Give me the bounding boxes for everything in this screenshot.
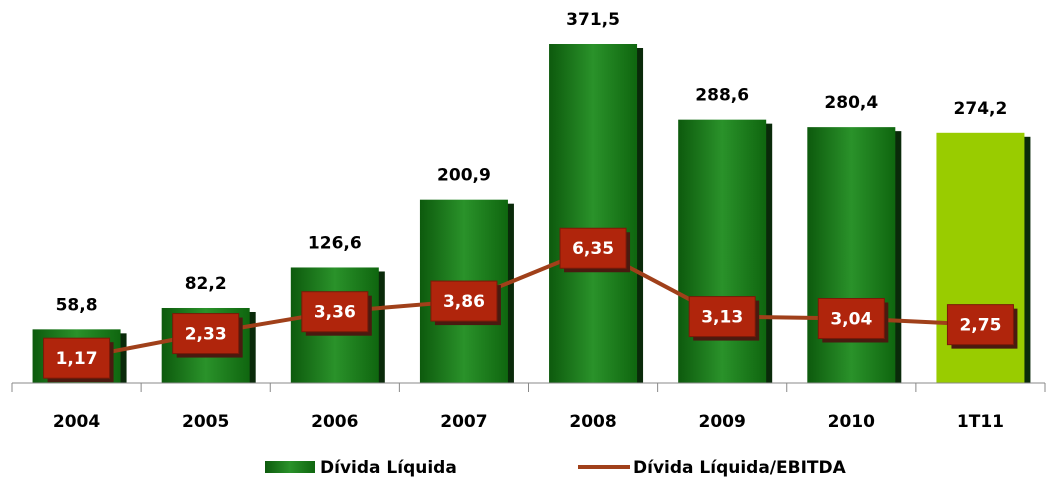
- x-tick-label: 2010: [828, 412, 875, 432]
- marker: [430, 280, 498, 322]
- bar: [807, 127, 896, 383]
- marker: [43, 337, 111, 379]
- bar-value-label: 371,5: [566, 10, 620, 30]
- line-value-label: 3,04: [830, 309, 872, 329]
- x-tick-label: 2004: [53, 412, 100, 432]
- marker: [301, 291, 369, 333]
- marker: [688, 296, 756, 338]
- marker: [817, 297, 885, 339]
- x-tick-label: 2009: [699, 412, 746, 432]
- bar-value-label: 58,8: [56, 295, 98, 315]
- bar-value-label: 126,6: [308, 233, 362, 253]
- bar-value-label: 200,9: [437, 166, 491, 186]
- bar-value-label: 274,2: [954, 99, 1008, 119]
- legend-label: Dívida Líquida: [320, 458, 457, 478]
- marker: [559, 227, 627, 269]
- bar-value-label: 82,2: [185, 274, 227, 294]
- legend-label: Dívida Líquida/EBITDA: [633, 458, 847, 478]
- x-tick-label: 2007: [440, 412, 487, 432]
- marker: [946, 304, 1014, 346]
- marker: [172, 313, 240, 355]
- line-value-label: 3,36: [314, 303, 356, 323]
- line-value-label: 2,75: [959, 316, 1001, 336]
- bar-value-label: 280,4: [824, 93, 878, 113]
- line-value-label: 1,17: [56, 349, 98, 369]
- bar: [549, 44, 638, 383]
- line-value-label: 2,33: [185, 325, 227, 345]
- x-tick-label: 2006: [311, 412, 358, 432]
- line-value-label: 3,86: [443, 292, 485, 312]
- line-value-label: 6,35: [572, 239, 614, 259]
- x-tick-label: 1T11: [957, 412, 1004, 432]
- line-value-label: 3,13: [701, 308, 743, 328]
- bar-value-label: 288,6: [695, 86, 749, 106]
- x-tick-label: 2008: [569, 412, 616, 432]
- x-tick-label: 2005: [182, 412, 229, 432]
- legend-swatch: [265, 461, 315, 473]
- bar: [678, 119, 767, 383]
